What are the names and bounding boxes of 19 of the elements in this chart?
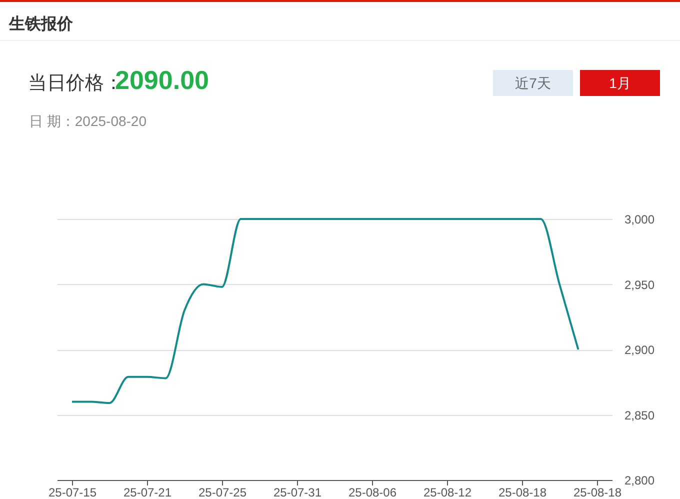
x-tick-label: 25-08-18 <box>498 486 547 499</box>
x-tick-label: 25-07-25 <box>198 486 247 499</box>
line-series <box>71 218 580 404</box>
x-tick-label: 25-08-12 <box>423 486 472 499</box>
x-tick-label: 25-07-21 <box>123 486 172 499</box>
x-tick-label: 25-07-15 <box>48 486 97 499</box>
y-tick-label: 2,800 <box>624 474 655 488</box>
text: 1月 <box>580 70 660 96</box>
y-tick-label: 2,950 <box>624 278 655 292</box>
y-tick-label: 2,900 <box>624 343 655 357</box>
y-tick-label: 3,000 <box>624 212 655 226</box>
text: 日 期：2025-08-20 <box>29 113 147 131</box>
y-tick-label: 2,850 <box>624 408 655 422</box>
chart-title: 生铁报价 <box>9 14 73 35</box>
text: 近7天 <box>493 70 573 96</box>
x-tick-label: 25-08-18 <box>573 486 622 499</box>
text: 2090.00 <box>115 65 209 96</box>
x-tick-label: 25-08-06 <box>348 486 397 499</box>
x-tick-label: 25-07-31 <box>273 486 322 499</box>
